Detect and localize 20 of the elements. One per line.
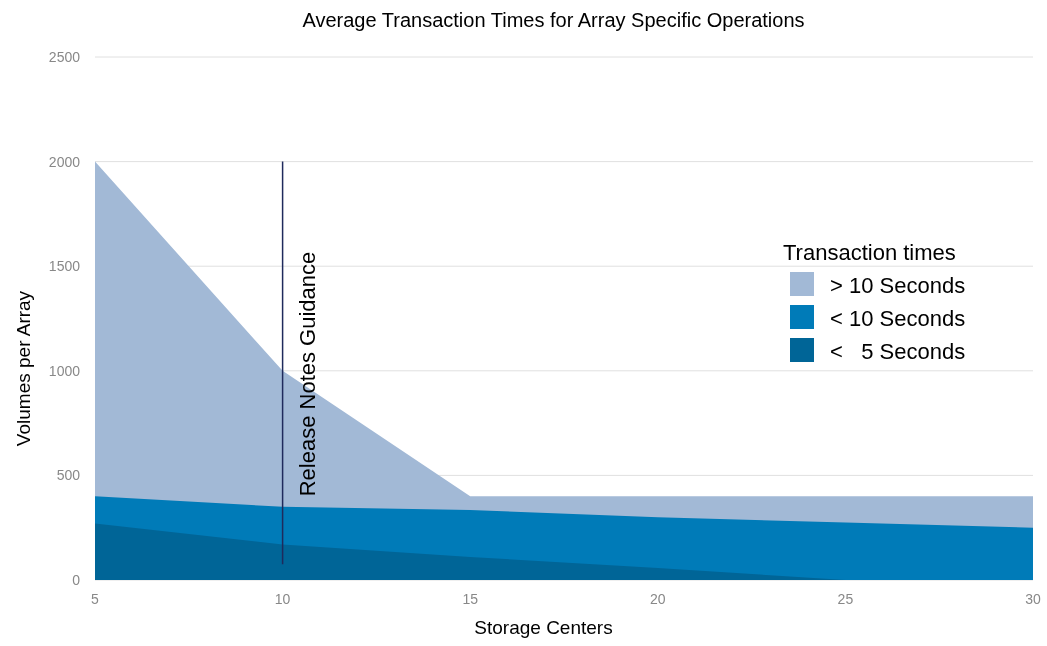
legend-label: < 10 Seconds bbox=[830, 306, 966, 331]
x-tick-label: 20 bbox=[650, 591, 666, 607]
y-tick-label: 2000 bbox=[48, 153, 81, 170]
y-axis-title: Volumes per Array bbox=[13, 290, 34, 447]
y-tick-label: 1500 bbox=[48, 258, 81, 275]
y-tick-label: 2500 bbox=[48, 49, 81, 65]
chart-title: Average Transaction Times for Array Specific Operations bbox=[302, 9, 805, 31]
x-tick-label: 25 bbox=[837, 591, 854, 607]
x-tick-label: 30 bbox=[1025, 591, 1041, 607]
legend-title: Transaction times bbox=[783, 240, 956, 265]
x-tick-label: 15 bbox=[462, 591, 479, 607]
x-tick-label: 5 bbox=[91, 591, 100, 607]
y-tick-label: 500 bbox=[56, 467, 81, 484]
y-tick-label: 0 bbox=[72, 572, 81, 588]
x-axis-title: Storage Centers bbox=[474, 617, 613, 638]
legend-label: > 10 Seconds bbox=[830, 273, 966, 298]
x-tick-label: 10 bbox=[274, 591, 291, 607]
y-tick-label: 1000 bbox=[48, 362, 81, 379]
legend-label: < 5 Seconds bbox=[830, 339, 966, 364]
ref-line-label: Release Notes Guidance bbox=[294, 251, 320, 497]
